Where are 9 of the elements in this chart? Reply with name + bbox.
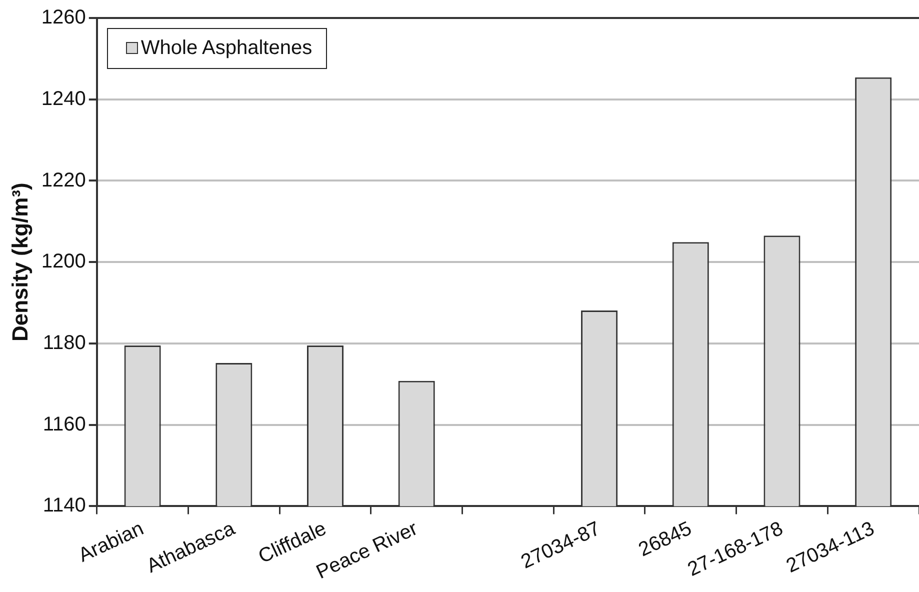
y-tick-label: 1260 bbox=[41, 6, 86, 29]
y-tick-label: 1140 bbox=[42, 494, 86, 517]
y-axis-title: Density (kg/m³) bbox=[7, 182, 32, 342]
y-tick-label: 1180 bbox=[42, 332, 86, 354]
y-tick-label: 1220 bbox=[41, 169, 86, 192]
y-tick-label: 1160 bbox=[42, 413, 86, 436]
y-tick-label: 1200 bbox=[41, 250, 86, 273]
y-tick-label: 1240 bbox=[41, 88, 86, 110]
legend-label: Whole Asphaltenes bbox=[140, 37, 312, 60]
